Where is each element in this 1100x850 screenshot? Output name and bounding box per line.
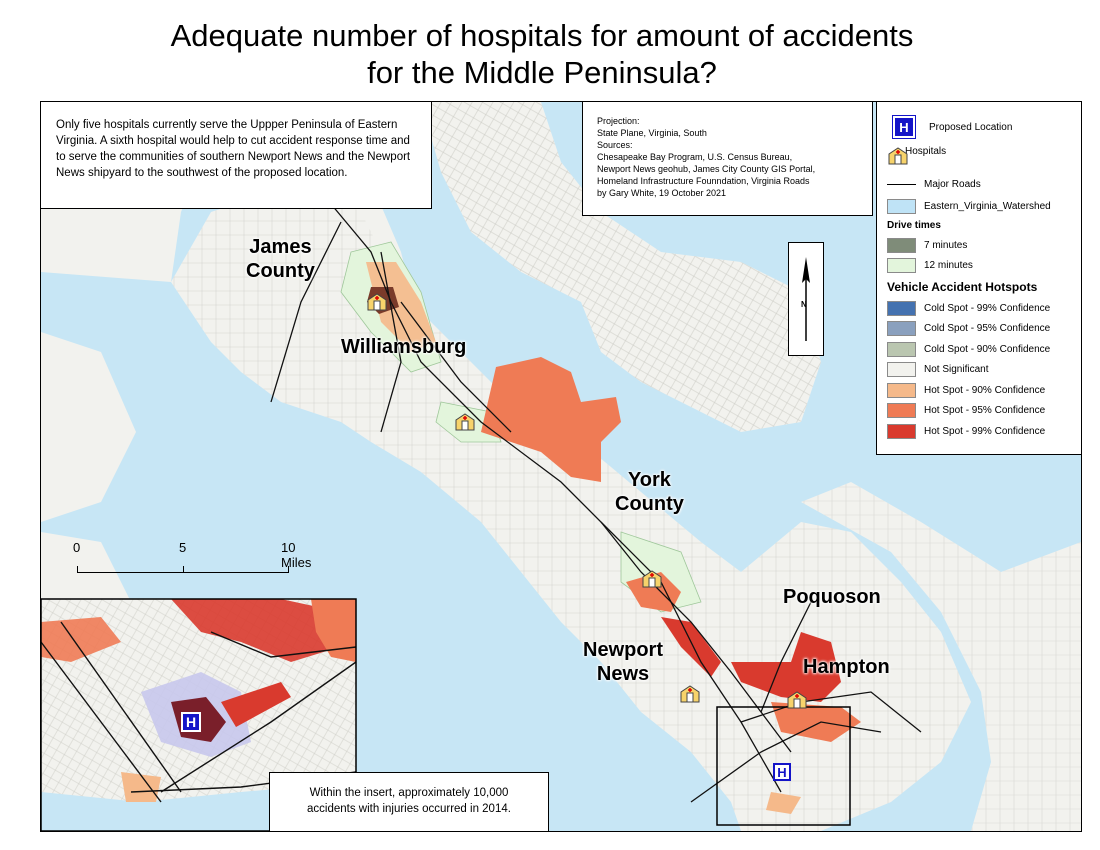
hot-99-swatch: [887, 424, 916, 439]
legend-cold-99: Cold Spot - 99% Confidence: [887, 301, 1050, 316]
legend-hotspots-heading: Vehicle Accident Hotspots: [887, 280, 1038, 294]
label-williamsburg: Williamsburg: [341, 336, 467, 358]
legend-not-significant-label: Not Significant: [924, 364, 989, 375]
map-title-line-2: for the Middle Peninsula?: [367, 55, 717, 90]
credits-line: State Plane, Virginia, South: [597, 128, 707, 138]
credits-line: Chesapeake Bay Program, U.S. Census Bure…: [597, 152, 793, 162]
hospital-h-icon: H: [777, 764, 787, 780]
legend-drive-12: 12 minutes: [887, 258, 973, 273]
legend-cold-95-label: Cold Spot - 95% Confidence: [924, 323, 1051, 334]
credits-line: Homeland Infrastructure Founndation, Vir…: [597, 176, 810, 186]
legend-drive-7-label: 7 minutes: [924, 240, 968, 251]
legend-proposed-location: H Proposed Location: [887, 115, 1013, 139]
credits-line: by Gary White, 19 October 2021: [597, 188, 727, 198]
legend-hot-90-label: Hot Spot - 90% Confidence: [924, 385, 1046, 396]
legend-watershed-label: Eastern_Virginia_Watershed: [924, 201, 1051, 212]
hospital-building-icon[interactable]: [454, 412, 476, 432]
land-west-shore: [41, 332, 136, 522]
hospital-h-icon: H: [185, 714, 197, 730]
credits-line: Projection:: [597, 116, 640, 126]
hospital-building-icon[interactable]: [366, 292, 388, 312]
legend-cold-99-label: Cold Spot - 99% Confidence: [924, 303, 1051, 314]
legend-hot-95: Hot Spot - 95% Confidence: [887, 403, 1045, 418]
hospital-h-icon: H: [892, 115, 916, 139]
legend-cold-95: Cold Spot - 95% Confidence: [887, 321, 1050, 336]
north-arrow: N: [788, 242, 824, 356]
description-text: Only five hospitals currently serve the …: [56, 119, 411, 179]
cold-99-swatch: [887, 301, 916, 316]
insert-locator-box: [716, 706, 851, 826]
legend-major-roads: Major Roads: [887, 179, 981, 190]
label-hampton: Hampton: [803, 656, 890, 678]
hotspot-95-newport-north: [626, 572, 681, 612]
hotspot-99-hampton: [731, 632, 841, 702]
land-middle-peninsula-streets: [421, 102, 821, 432]
north-arrow-label: N: [801, 300, 807, 309]
label-poquoson: Poquoson: [783, 586, 881, 608]
description-box: Only five hospitals currently serve the …: [41, 102, 432, 209]
map-canvas: [41, 102, 1081, 831]
road-line-icon: [887, 183, 916, 186]
proposed-location-marker[interactable]: H: [773, 763, 791, 781]
hospital-building-icon[interactable]: [641, 569, 663, 589]
land-east-shore-streets: [801, 482, 1081, 831]
hotspot-95-york-east: [481, 357, 621, 482]
label-newport-news: Newport News: [583, 639, 663, 685]
legend-cold-90: Cold Spot - 90% Confidence: [887, 342, 1050, 357]
legend-proposed-label: Proposed Location: [929, 121, 1013, 133]
insert-note-text: Within the insert, approximately 10,000 …: [307, 787, 511, 815]
label-york-county: York County: [615, 469, 684, 515]
hospital-building-icon[interactable]: [679, 684, 701, 704]
scale-bar: 0 5 10 Miles: [73, 540, 311, 580]
legend-drive-7: 7 minutes: [887, 238, 967, 253]
credits-line: Newport News geohub, James City County G…: [597, 164, 816, 174]
hot-95-swatch: [887, 403, 916, 418]
legend-drive-12-label: 12 minutes: [924, 260, 973, 271]
legend-not-significant: Not Significant: [887, 362, 988, 377]
scale-tick-0: 0: [73, 540, 81, 555]
legend-cold-90-label: Cold Spot - 90% Confidence: [924, 344, 1051, 355]
legend-drive-times-heading: Drive times: [887, 220, 941, 231]
hospital-building-icon[interactable]: [786, 690, 808, 710]
hotspot-90-insert-area: [766, 792, 801, 814]
cold-95-swatch: [887, 321, 916, 336]
scale-tick-5: 5: [179, 540, 187, 555]
hotspot-99-newport: [661, 617, 721, 677]
legend-hospitals: Hospitals: [887, 146, 947, 165]
north-arrow-icon: [802, 257, 810, 341]
watershed-swatch: [887, 199, 916, 214]
drive-12-swatch: [887, 258, 916, 273]
major-roads: [270, 191, 922, 803]
hot-90-swatch: [887, 383, 916, 398]
credits-box: Projection: State Plane, Virginia, South…: [582, 102, 873, 216]
inset-proposed-location-marker[interactable]: H: [181, 712, 201, 732]
legend-major-roads-label: Major Roads: [924, 179, 981, 190]
label-james-county: James County: [246, 236, 315, 282]
legend-watershed: Eastern_Virginia_Watershed: [887, 199, 1051, 214]
legend-hospitals-label: Hospitals: [905, 146, 947, 157]
legend-hot-99-label: Hot Spot - 99% Confidence: [924, 426, 1046, 437]
insert-note-box: Within the insert, approximately 10,000 …: [269, 772, 549, 831]
legend: H Proposed Location Hospitals Major Road…: [876, 102, 1081, 455]
cold-90-swatch: [887, 342, 916, 357]
legend-hot-99: Hot Spot - 99% Confidence: [887, 424, 1045, 439]
not-significant-swatch: [887, 362, 916, 377]
scale-mid-tick: [183, 566, 184, 573]
legend-hot-95-label: Hot Spot - 95% Confidence: [924, 405, 1046, 416]
hotspot-95-hampton-south: [771, 702, 861, 742]
credits-line: Sources:: [597, 140, 633, 150]
map-title-line-1: Adequate number of hospitals for amount …: [170, 18, 914, 53]
legend-hot-90: Hot Spot - 90% Confidence: [887, 383, 1045, 398]
map-frame[interactable]: H H James County Williamsburg York Count…: [40, 101, 1082, 832]
drive-7-swatch: [887, 238, 916, 253]
